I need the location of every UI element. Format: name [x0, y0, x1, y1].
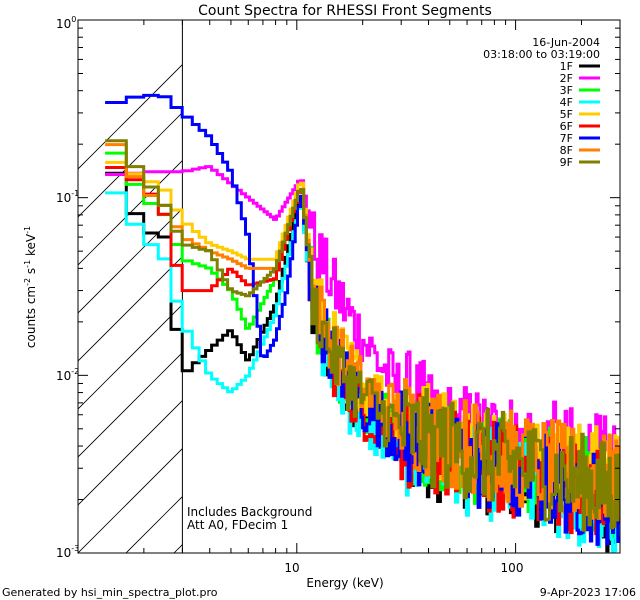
legend-label-1f: 1F — [560, 60, 573, 73]
x-axis-label: Energy (keV) — [306, 576, 383, 590]
background-note: Includes Background — [187, 505, 312, 519]
y-axis-label: counts cm-2 s-1 keV-1 — [23, 226, 38, 348]
legend-label-5f: 5F — [560, 108, 573, 121]
series-layer — [105, 93, 620, 553]
legend-label-4f: 4F — [560, 96, 573, 109]
hatch-line — [78, 448, 183, 553]
y-tick-label-1e0: 100 — [56, 15, 76, 31]
footer-timestamp: 9-Apr-2023 17:06 — [540, 586, 636, 599]
x-tick-label-100: 100 — [501, 561, 524, 575]
footer-generator: Generated by hsi_min_spectra_plot.pro — [2, 586, 218, 599]
hatch-line — [78, 64, 183, 170]
y-tick-labels: 10-3 10-2 10-1 100 — [56, 15, 79, 560]
hatch-line — [78, 112, 183, 218]
legend-label-7f: 7F — [560, 132, 573, 145]
y-tick-label-1e-2: 10-2 — [56, 367, 79, 383]
y-tick-label-1e-3: 10-3 — [56, 544, 79, 560]
hatch-line — [78, 208, 183, 314]
x-tick-label-10: 10 — [284, 561, 299, 575]
excluded-region-box — [78, 20, 182, 553]
legend-label-9f: 9F — [560, 156, 573, 169]
hatch-line — [78, 304, 183, 410]
hatch-line — [78, 400, 183, 506]
chart-title: Count Spectra for RHESSI Front Segments — [198, 3, 492, 19]
hatch-line — [78, 256, 183, 362]
date-annotation: 16-Jun-2004 — [532, 36, 600, 49]
legend-label-6f: 6F — [560, 120, 573, 133]
plot-frame — [77, 19, 621, 554]
attenuator-note: Att A0, FDecim 1 — [187, 518, 288, 532]
series-line-9f — [105, 139, 620, 532]
legend-label-8f: 8F — [560, 144, 573, 157]
legend-label-2f: 2F — [560, 72, 573, 85]
axis-ticks — [77, 19, 621, 554]
time-range-annotation: 03:18:00 to 03:19:00 — [483, 48, 600, 61]
y-tick-label-1e-1: 10-1 — [56, 189, 79, 205]
legend-label-3f: 3F — [560, 84, 573, 97]
